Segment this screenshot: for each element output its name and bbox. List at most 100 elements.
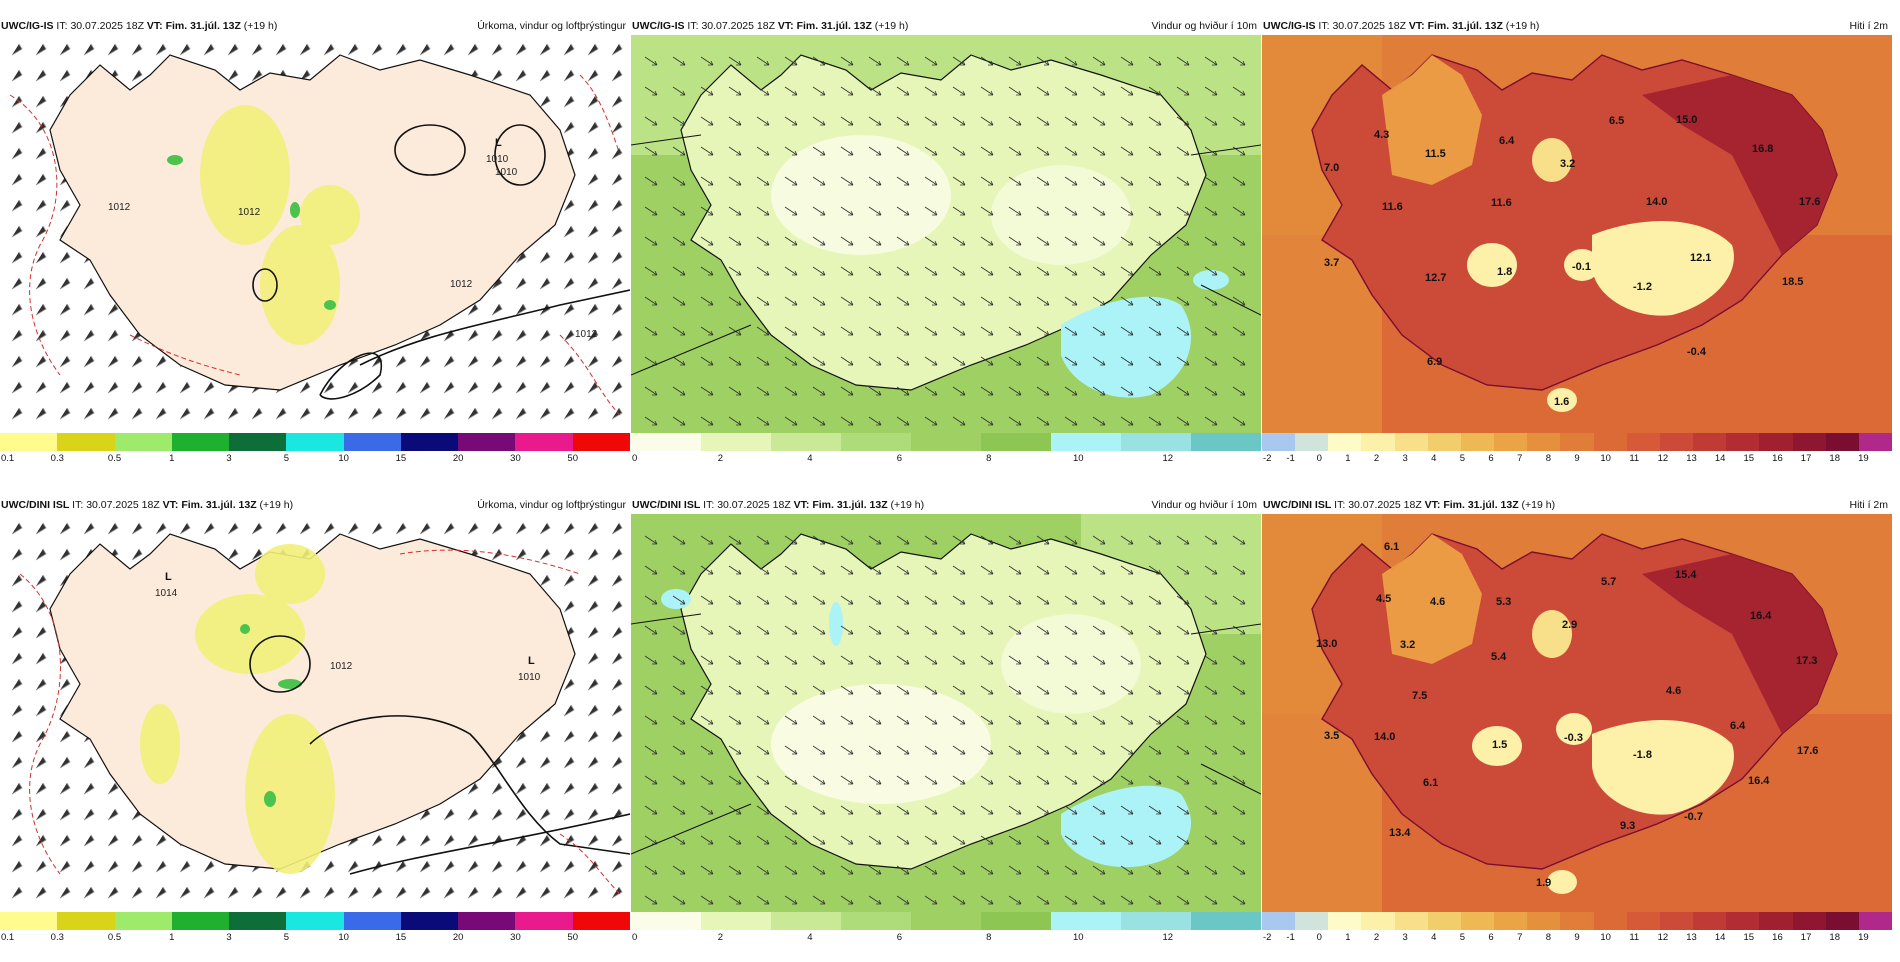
precip-map: L 1010 1012 1012 1012 1012 1010 (0, 35, 630, 433)
legend-tick-label: 2 (1373, 453, 1380, 464)
legend-tick-label: 10 (1073, 453, 1084, 464)
legend-swatch (458, 433, 516, 451)
it-label: IT: (1334, 499, 1346, 511)
legend-swatch (343, 433, 401, 451)
model-name: UWC/IG-IS (1, 20, 54, 32)
panel-header: UWC/DINI ISL IT: 30.07.2025 18Z VT: Fim.… (631, 496, 1261, 514)
panel-header: UWC/IG-IS IT: 30.07.2025 18Z VT: Fim. 31… (1262, 17, 1892, 35)
temp-value-label: -1.8 (1633, 749, 1652, 761)
panel-title: Vindur og hviður í 10m (1151, 499, 1257, 511)
panel-header: UWC/IG-IS IT: 30.07.2025 18Z VT: Fim. 31… (631, 17, 1261, 35)
panel-title: Úrkoma, vindur og loftþrýstingur (477, 499, 626, 511)
legend-swatch (114, 912, 172, 930)
legend-tick-label: 17 (1800, 932, 1812, 943)
wind-map (631, 35, 1261, 433)
isobar-label: 1010 (495, 167, 518, 178)
legend-tick-label: 0.1 (1, 932, 15, 943)
legend-tick-label: 1 (169, 453, 175, 464)
legend-swatch (1121, 433, 1191, 451)
it-label: IT: (687, 20, 699, 32)
temp-legend: -2 -1 0 1 2 3 4 5 6 7 8 9 10 11 12 13 14 15 16 17 18 19 (1262, 912, 1892, 946)
vt-value: Fim. 31.júl. 13Z (812, 499, 888, 511)
temp-value-label: 13.0 (1316, 638, 1337, 650)
legend-tick-label: 0 (1316, 453, 1322, 464)
legend-tick-label: 8 (1545, 453, 1552, 464)
temp-panel-row1: UWC/IG-IS IT: 30.07.2025 18Z VT: Fim. 31… (1262, 17, 1892, 483)
temp-value-label: 15.4 (1675, 569, 1697, 581)
it-value: 30.07.2025 18Z (1332, 20, 1406, 32)
legend-swatch (1759, 912, 1793, 930)
legend-tick-label: 10 (1600, 932, 1611, 943)
legend-tick-label: 19 (1858, 932, 1869, 943)
temp-value-label: 1.8 (1497, 266, 1512, 278)
isobar-label: 1014 (155, 588, 178, 599)
legend-tick-label: 20 (452, 932, 464, 943)
legend-swatch (981, 912, 1051, 930)
temp-value-label: 3.5 (1324, 730, 1339, 742)
wind-panel-row2: UWC/DINI ISL IT: 30.07.2025 18Z VT: Fim.… (631, 496, 1261, 962)
legend-swatch (171, 912, 230, 930)
isobar-label: 1012 (238, 207, 261, 218)
panel-header: UWC/IG-IS IT: 30.07.2025 18Z VT: Fim. 31… (0, 17, 630, 35)
legend-tick-label: 14 (1714, 453, 1726, 464)
temp-value-label: 6.4 (1730, 720, 1746, 732)
legend-swatch (229, 912, 287, 930)
legend-swatches (1262, 912, 1892, 930)
wind-legend: 0 2 4 6 8 10 12 (631, 433, 1261, 467)
legend-tick-label: 1 (1345, 932, 1351, 943)
lead-time: (+19 h) (890, 499, 925, 511)
panel-title: Hiti í 2m (1849, 20, 1888, 32)
legend-tick-label: 50 (567, 453, 579, 464)
legend-swatch (911, 433, 981, 451)
legend-tick-label: 2 (717, 932, 724, 943)
temp-value-label: 12.1 (1690, 252, 1711, 264)
legend-tick-label: 3 (1402, 932, 1408, 943)
legend-swatch (1593, 912, 1627, 930)
legend-swatch (57, 433, 115, 451)
legend-tick-label: 0 (632, 453, 638, 464)
legend-swatch (400, 912, 459, 930)
legend-tick-label: 18 (1829, 453, 1841, 464)
vt-value: Fim. 31.júl. 13Z (1427, 20, 1503, 32)
legend-tick-label: 0.3 (50, 453, 64, 464)
legend-swatch (771, 912, 841, 930)
legend-swatch (981, 433, 1051, 451)
legend-swatch (701, 912, 771, 930)
legend-swatch (343, 912, 401, 930)
it-value: 30.07.2025 18Z (86, 499, 160, 511)
legend-tick-label: 4 (1431, 453, 1437, 464)
legend-tick-label: -2 (1263, 453, 1272, 464)
legend-tick-label: 14 (1714, 932, 1726, 943)
legend-tick-label: 12 (1657, 453, 1669, 464)
legend-swatch (572, 433, 630, 451)
legend-swatch (1460, 912, 1495, 930)
temp-value-label: 14.0 (1374, 731, 1395, 743)
legend-swatch (1494, 433, 1528, 451)
temp-value-label: 4.6 (1666, 685, 1681, 697)
legend-tick-label: 1 (169, 932, 175, 943)
temp-value-label: 6.1 (1423, 777, 1438, 789)
legend-tick-label: 8 (986, 453, 992, 464)
temp-value-label: 5.3 (1496, 596, 1511, 608)
vt-value: Fim. 31.júl. 13Z (1443, 499, 1519, 511)
legend-tick-label: 0.5 (107, 453, 122, 464)
isobar-label: 1010 (486, 154, 509, 165)
legend-swatches (631, 433, 1261, 451)
temp-value-label: 9.3 (1620, 820, 1635, 832)
temp-value-label: 5.7 (1601, 576, 1616, 588)
isobar-label: 1010 (518, 672, 541, 683)
legend-swatch (1262, 912, 1296, 930)
legend-tick-label: 4 (807, 932, 813, 943)
legend-tick-label: 0.3 (50, 932, 64, 943)
legend-swatch (1726, 912, 1760, 930)
temp-value-label: 1.9 (1536, 877, 1551, 889)
legend-tick-label: 1 (1345, 453, 1351, 464)
lead-time: (+19 h) (1505, 20, 1540, 32)
legend-tick-label: 5 (1459, 453, 1466, 464)
precip-map: L 1014 L 1010 1012 (0, 514, 630, 912)
legend-swatch (841, 433, 911, 451)
legend-swatch (631, 912, 701, 930)
legend-tick-label: 6 (896, 932, 903, 943)
legend-swatch (1759, 433, 1793, 451)
it-value: 30.07.2025 18Z (1348, 499, 1422, 511)
